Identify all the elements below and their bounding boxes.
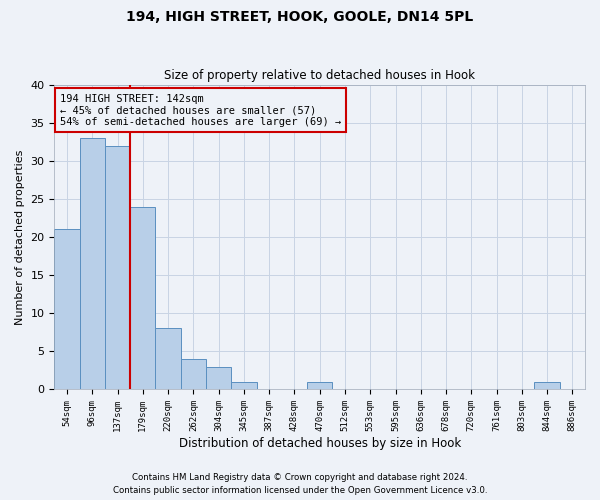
Bar	[80, 138, 105, 390]
Text: Contains HM Land Registry data © Crown copyright and database right 2024.
Contai: Contains HM Land Registry data © Crown c…	[113, 474, 487, 495]
Bar	[105, 146, 130, 390]
Bar	[231, 382, 257, 390]
Y-axis label: Number of detached properties: Number of detached properties	[15, 150, 25, 324]
Bar	[307, 382, 332, 390]
Bar	[130, 206, 155, 390]
Text: 194 HIGH STREET: 142sqm
← 45% of detached houses are smaller (57)
54% of semi-de: 194 HIGH STREET: 142sqm ← 45% of detache…	[60, 94, 341, 127]
Bar	[206, 366, 231, 390]
Bar	[535, 382, 560, 390]
Text: 194, HIGH STREET, HOOK, GOOLE, DN14 5PL: 194, HIGH STREET, HOOK, GOOLE, DN14 5PL	[127, 10, 473, 24]
Title: Size of property relative to detached houses in Hook: Size of property relative to detached ho…	[164, 69, 475, 82]
Bar	[55, 230, 80, 390]
X-axis label: Distribution of detached houses by size in Hook: Distribution of detached houses by size …	[179, 437, 461, 450]
Bar	[155, 328, 181, 390]
Bar	[181, 359, 206, 390]
